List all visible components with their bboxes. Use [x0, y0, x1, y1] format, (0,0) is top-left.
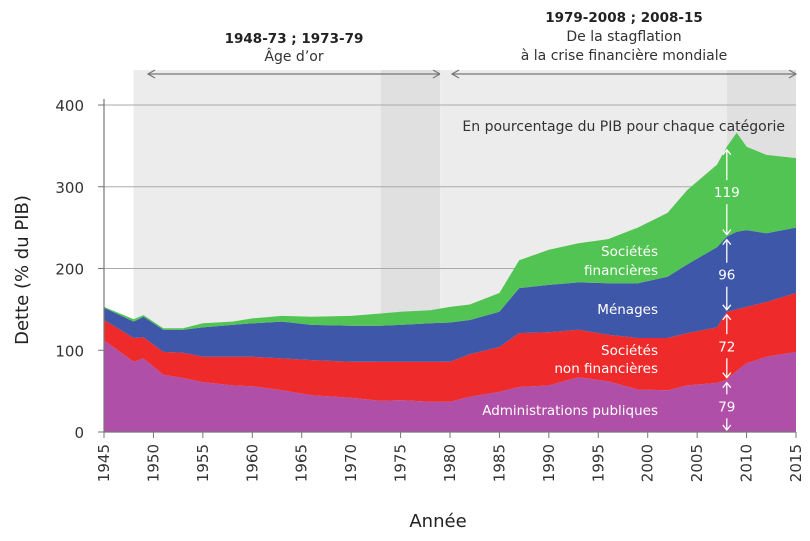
arrow-up-icon — [722, 313, 732, 321]
period2-subtitle-1: De la stagflation — [566, 29, 681, 45]
value-label: 96 — [718, 268, 735, 284]
arrow-left-icon — [450, 69, 460, 79]
value-label: 119 — [714, 185, 740, 201]
area-administrations-publiques — [104, 340, 796, 432]
note-text: En pourcentage du PIB pour chaque catégo… — [462, 119, 785, 135]
x-tick-label: 1990 — [540, 444, 558, 482]
area-soci-t-s-financi-res — [104, 132, 796, 330]
value-label: 72 — [718, 339, 735, 355]
areas — [104, 132, 796, 432]
series-label: Sociétés — [601, 244, 658, 260]
y-tick-label: 200 — [55, 261, 84, 279]
x-axis-title: Année — [409, 511, 466, 532]
arrow-left-icon — [146, 69, 156, 79]
series-label: Ménages — [597, 302, 658, 318]
x-tick-label: 1950 — [144, 444, 162, 482]
area-soci-t-s-non-financi-res — [104, 293, 796, 402]
period2-title: 1979-2008 ; 2008-15 — [545, 10, 703, 26]
y-tick-label: 100 — [55, 342, 84, 360]
series-label: Administrations publiques — [482, 403, 658, 419]
series-label: financières — [584, 263, 658, 279]
arrow-down-icon — [722, 304, 732, 311]
arrow-right-icon — [788, 69, 798, 79]
x-tick-label: 1955 — [194, 444, 212, 482]
arrow-down-icon — [722, 424, 732, 432]
y-tick-label: 0 — [74, 424, 84, 442]
arrow-right-icon — [432, 69, 442, 79]
arrow-up-icon — [722, 148, 732, 156]
x-tick-label: 2000 — [639, 444, 657, 482]
x-tick-label: 1945 — [95, 444, 113, 482]
x-tick-label: 1970 — [342, 444, 360, 482]
period1-title: 1948-73 ; 1973-79 — [225, 31, 364, 47]
axes: 0 100 200 300 400 1945 1950 1955 1960 1965 1970 197… — [55, 97, 805, 482]
area-m-nages — [104, 227, 796, 362]
x-tick-label: 2005 — [688, 444, 706, 482]
x-tick-label: 2010 — [738, 444, 756, 482]
series-label: Sociétés — [601, 343, 658, 359]
series-label: non financières — [554, 361, 658, 377]
y-tick-label: 300 — [55, 179, 84, 197]
arrow-up-icon — [722, 381, 732, 389]
y-tick-label: 400 — [55, 97, 84, 115]
arrow-down-icon — [722, 229, 732, 236]
x-tick-label: 2015 — [787, 444, 805, 482]
arrow-up-icon — [722, 238, 732, 246]
x-tick-label: 1965 — [293, 444, 311, 482]
x-tick-label: 1980 — [441, 444, 459, 482]
y-axis-title: Dette (% du PIB) — [12, 195, 33, 345]
value-arrows-2008: 79 72 96 119 — [714, 148, 740, 432]
series-labels: Administrations publiques Sociétés non fin… — [482, 244, 658, 419]
x-tick-label: 1960 — [243, 444, 261, 482]
plot-left-margin — [0, 70, 104, 432]
period2-subtitle-2: à la crise financière mondiale — [521, 48, 727, 64]
x-tick-label: 1975 — [392, 444, 410, 482]
value-label: 79 — [718, 399, 735, 415]
x-tick-label: 1995 — [589, 444, 607, 482]
period1-subtitle: Âge d’or — [264, 47, 323, 65]
x-tick-label: 1985 — [490, 444, 508, 482]
arrow-down-icon — [722, 372, 732, 379]
